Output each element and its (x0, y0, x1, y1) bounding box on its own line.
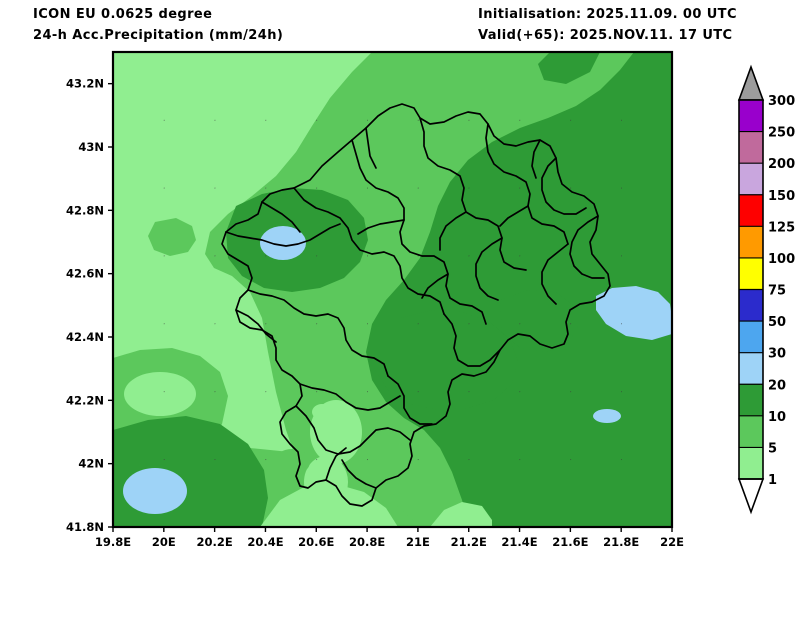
colorbar-over-arrow (737, 64, 765, 101)
municipal-border-2 (247, 289, 389, 377)
municipal-border-23 (261, 201, 301, 233)
municipal-border-8 (387, 375, 433, 425)
valid-time: Valid(+65): 2025.NOV.11. 17 UTC (478, 28, 733, 43)
colorbar-bands (739, 100, 763, 480)
colorbar-tick-label: 200 (768, 157, 795, 172)
colorbar-tick-label: 100 (768, 252, 795, 267)
municipal-border-11 (325, 447, 347, 481)
x-tick-label: 20.2E (197, 535, 233, 549)
administrative-boundaries (221, 103, 611, 507)
plot-frame (111, 50, 674, 529)
municipal-border-7 (443, 313, 501, 367)
municipal-border-18 (357, 219, 405, 235)
x-tick-label: 20E (152, 535, 176, 549)
colorbar-tick-label: 30 (768, 347, 786, 362)
colorbar-tick-label: 20 (768, 378, 786, 393)
y-tick-label: 41.8N (66, 520, 104, 534)
x-tick-label: 21.4E (501, 535, 537, 549)
colorbar-tick-label: 300 (768, 94, 795, 109)
colorbar-band (739, 415, 763, 448)
municipal-border-6 (541, 157, 587, 215)
x-tick-label: 22E (660, 535, 684, 549)
x-axis-ticks: 19.8E 20E 20.2E 20.4E 20.6E 20.8E 21E 21.2E 21.4… (95, 527, 684, 549)
colorbar-under-arrow (737, 478, 765, 515)
y-tick-label: 42.6N (66, 267, 104, 281)
colorbar-band (739, 163, 763, 196)
municipal-border-16 (439, 211, 467, 251)
y-tick-label: 42.4N (66, 330, 104, 344)
colorbar-tick-label: 5 (768, 441, 777, 456)
municipal-border-1 (293, 187, 445, 315)
municipal-border-22 (341, 459, 377, 489)
x-tick-label: 21E (406, 535, 430, 549)
x-tick-label: 21.2E (451, 535, 487, 549)
x-tick-label: 21.8E (603, 535, 639, 549)
colorbar-band (739, 447, 763, 480)
x-tick-label: 20.6E (298, 535, 334, 549)
municipal-border-3 (351, 139, 487, 325)
colorbar-band (739, 100, 763, 132)
colorbar-band (739, 226, 763, 259)
colorbar-tick-label: 50 (768, 315, 786, 330)
municipal-border-21 (499, 205, 529, 227)
colorbar-band (739, 321, 763, 354)
y-tick-label: 43.2N (66, 77, 104, 91)
colorbar-tick-label: 125 (768, 220, 795, 235)
colorbar-tick-labels: 300 250 200 150 125 100 75 50 30 20 10 5 1 (739, 94, 795, 488)
colorbar-band (739, 384, 763, 417)
initialisation-time: Initialisation: 2025.11.09. 00 UTC (478, 7, 737, 22)
municipal-border-24 (365, 127, 377, 169)
national-border (221, 103, 611, 507)
municipal-border-15 (569, 215, 605, 279)
y-axis-ticks: 41.8N 42N 42.2N 42.4N 42.6N 42.8N 43N 43.2N (66, 77, 113, 534)
colorbar-tick-label: 10 (768, 410, 786, 425)
x-tick-label: 20.4E (247, 535, 283, 549)
municipal-border-14 (531, 139, 541, 179)
x-tick-label: 21.6E (552, 535, 588, 549)
colorbar-band (739, 289, 763, 322)
municipal-border-9 (299, 383, 401, 411)
municipal-border-13 (225, 223, 341, 247)
colorbar-tick-label: 1 (768, 473, 777, 488)
field-title: 24-h Acc.Precipitation (mm/24h) (33, 28, 284, 43)
municipal-border-17 (475, 237, 503, 301)
colorbar-band (739, 194, 763, 227)
municipal-border-20 (541, 243, 569, 305)
colorbar-band (739, 352, 763, 385)
colorbar-tick-label: 250 (768, 126, 795, 141)
colorbar-band (739, 257, 763, 290)
municipal-border-4 (419, 117, 527, 271)
colorbar[interactable]: 300 250 200 150 125 100 75 50 30 20 10 5 1 (737, 64, 795, 515)
colorbar-tick-label: 150 (768, 189, 795, 204)
y-tick-label: 42.8N (66, 203, 104, 217)
colorbar-tick-label: 75 (768, 284, 786, 299)
model-title: ICON EU 0.0625 degree (33, 7, 213, 22)
y-tick-label: 42.2N (66, 393, 104, 407)
x-tick-label: 20.8E (349, 535, 385, 549)
grid-dots (113, 52, 672, 527)
municipal-border-10 (295, 405, 411, 455)
x-tick-label: 19.8E (95, 535, 131, 549)
colorbar-band (739, 131, 763, 164)
municipal-border-12 (235, 309, 277, 343)
y-tick-label: 43N (78, 140, 104, 154)
municipal-border-5 (485, 123, 569, 245)
municipal-border-19 (421, 273, 449, 299)
y-tick-label: 42N (78, 457, 104, 471)
